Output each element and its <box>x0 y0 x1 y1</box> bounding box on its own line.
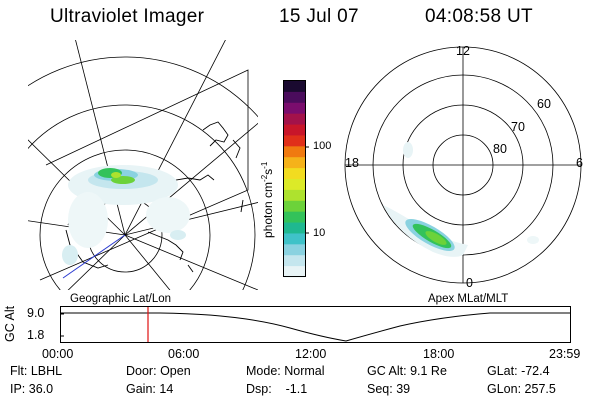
altitude-timeline <box>60 306 571 343</box>
timeline-ylabel-text: GC Alt <box>3 305 17 342</box>
colorbar-segment <box>284 81 305 93</box>
colorbar-segment <box>284 189 305 202</box>
xtick-0600: 06:00 <box>168 347 200 361</box>
colorbar-segment <box>284 233 305 245</box>
aurora-emission <box>62 165 190 265</box>
mlt-label-0: 0 <box>466 276 473 290</box>
timeline-ylabel: GC Alt <box>3 306 17 342</box>
colorbar-segment <box>284 200 305 213</box>
colorbar-segment <box>284 102 305 115</box>
colorbar-segment <box>284 179 305 191</box>
colorbar-segment <box>284 255 305 267</box>
magnetic-polar-plot <box>344 46 582 284</box>
unit-exp1: -2 <box>260 174 269 182</box>
colorbar-segment <box>284 244 305 256</box>
xtick-1800: 18:00 <box>423 347 455 361</box>
colorbar-segment <box>284 146 305 158</box>
xtick-0000: 00:00 <box>42 347 74 361</box>
info-mode: Mode: Normal <box>246 364 325 378</box>
xtick-1200: 12:00 <box>295 347 327 361</box>
altitude-curve <box>61 312 570 342</box>
unit-mid: s <box>261 168 275 175</box>
geographic-map <box>28 40 258 290</box>
lat-circle <box>28 104 256 290</box>
mlt-label-6: 6 <box>576 156 583 170</box>
colorbar-segment <box>284 113 305 126</box>
colorbar-segment <box>284 266 305 278</box>
lat-circle <box>39 149 211 290</box>
ytick-1-8: 1.8 <box>27 328 45 342</box>
colorbar-segment <box>284 124 305 136</box>
colorbar-segment <box>284 157 305 169</box>
left-panel-label: Geographic Lat/Lon <box>70 293 172 305</box>
lat-circle <box>28 56 258 118</box>
unit-exp2: -1 <box>260 161 269 169</box>
mlt-label-18: 18 <box>345 156 359 170</box>
mlat-label-80: 80 <box>493 142 507 156</box>
mlat-label-70: 70 <box>511 120 525 134</box>
colorbar-segment <box>284 135 305 147</box>
app-title: Ultraviolet Imager <box>50 6 205 27</box>
info-gain: Gain: 14 <box>126 382 174 396</box>
colorbar-segment <box>284 91 305 104</box>
info-dsp: Dsp: -1.1 <box>246 382 308 396</box>
colorbar <box>283 80 309 278</box>
colorbar-segment <box>284 222 305 234</box>
info-door: Door: Open <box>126 364 191 378</box>
info-glat: GLat: -72.4 <box>487 364 550 378</box>
unit-prefix: photon cm <box>261 181 275 238</box>
info-gc-alt: GC Alt: 9.1 Re <box>367 364 447 378</box>
info-seq: Seq: 39 <box>367 382 411 396</box>
time-label: 04:08:58 UT <box>425 6 533 27</box>
info-glon: GLon: 257.5 <box>487 382 556 396</box>
ytick-9: 9.0 <box>27 306 45 320</box>
date-label: 15 Jul 07 <box>279 6 359 27</box>
xtick-2359: 23:59 <box>549 347 581 361</box>
info-ip: IP: 36.0 <box>10 382 54 396</box>
right-panel-label: Apex MLat/MLT <box>428 293 509 305</box>
info-flt: Flt: LBHL <box>10 364 63 378</box>
mlat-label-60: 60 <box>537 97 551 111</box>
colorbar-tick-100: 100 <box>313 140 332 152</box>
colorbar-tick-10: 10 <box>313 227 326 239</box>
mlt-label-12: 12 <box>456 44 470 58</box>
colorbar-segment <box>284 211 305 224</box>
colorbar-segment <box>284 168 305 180</box>
aurora-oval-emission <box>383 142 539 257</box>
colorbar-unit: photon cm-2s-1 <box>260 162 280 258</box>
